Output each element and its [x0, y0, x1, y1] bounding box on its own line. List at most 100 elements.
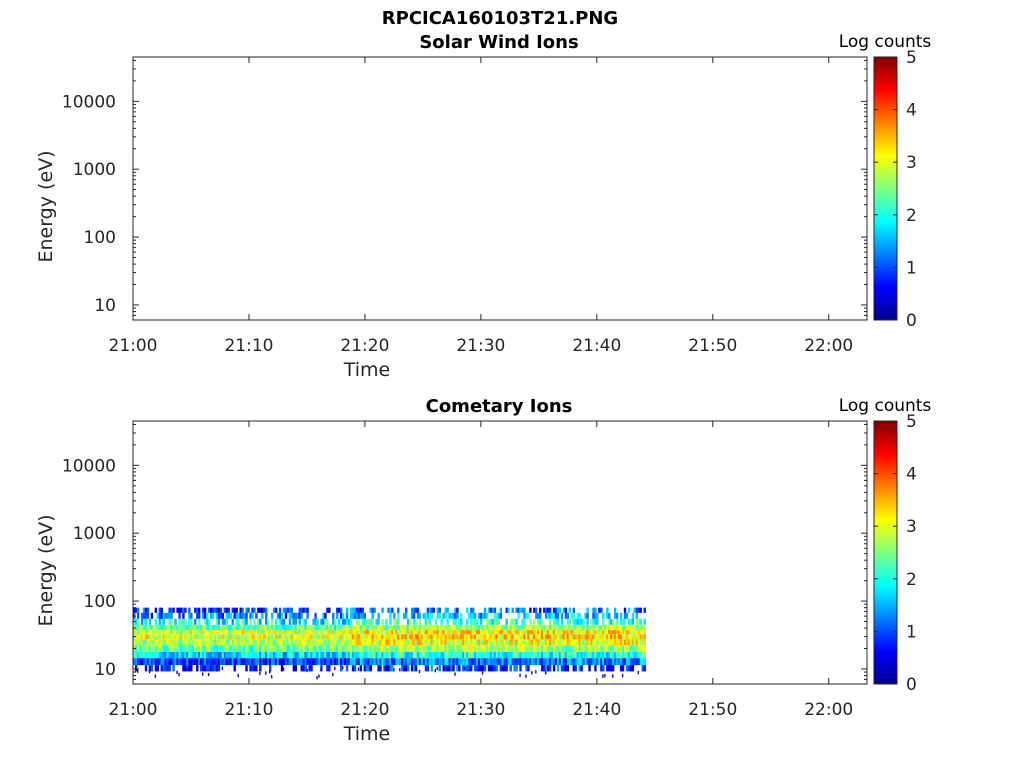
- heatmap-cell: [318, 674, 320, 678]
- heatmap-cell: [383, 624, 386, 631]
- heatmap-cell: [594, 645, 597, 652]
- heatmap-cell: [371, 634, 374, 640]
- heatmap-cell: [265, 634, 268, 640]
- heatmap-cell: [543, 607, 546, 613]
- heatmap-cell: [468, 651, 471, 659]
- heatmap-cell: [491, 624, 495, 631]
- heatmap-cell: [180, 634, 183, 640]
- heatmap-cell: [544, 658, 548, 666]
- heatmap-cell: [629, 651, 633, 659]
- heatmap-cell: [215, 612, 219, 619]
- heatmap-cell: [251, 665, 254, 672]
- heatmap-cell: [631, 612, 635, 619]
- heatmap-cell: [284, 607, 288, 613]
- heatmap-cell: [458, 651, 461, 659]
- heatmap-cell: [531, 651, 534, 659]
- heatmap-cell: [385, 651, 388, 659]
- heatmap-cell: [140, 639, 144, 646]
- heatmap-cell: [320, 658, 323, 666]
- x-tick-label: 21:10: [224, 700, 273, 720]
- heatmap-cell: [412, 634, 416, 640]
- heatmap-cell: [178, 658, 181, 666]
- heatmap-cell: [184, 658, 187, 666]
- heatmap-cell: [541, 630, 544, 635]
- heatmap-cell: [188, 634, 191, 640]
- heatmap-cell: [590, 645, 593, 652]
- heatmap-cell: [517, 607, 520, 613]
- heatmap-cell: [450, 630, 453, 635]
- heatmap-cell: [519, 634, 522, 640]
- heatmap-cell: [635, 639, 639, 646]
- heatmap-cell: [641, 634, 644, 640]
- heatmap-cell: [470, 645, 473, 652]
- heatmap-cell: [150, 665, 154, 672]
- heatmap-cell: [444, 645, 447, 652]
- heatmap-cell: [531, 639, 534, 646]
- heatmap-cell: [259, 607, 262, 613]
- heatmap-cell: [588, 634, 591, 640]
- heatmap-cell: [178, 645, 181, 652]
- heatmap-cell: [511, 624, 514, 631]
- heatmap-cell: [608, 612, 611, 619]
- heatmap-cell: [537, 618, 540, 625]
- heatmap-cell: [501, 658, 504, 666]
- heatmap-cell: [196, 630, 199, 635]
- heatmap-cell: [440, 618, 443, 625]
- heatmap-cell: [170, 645, 173, 652]
- heatmap-cell: [497, 651, 501, 659]
- heatmap-cell: [584, 630, 587, 635]
- heatmap-cell: [535, 639, 538, 646]
- heatmap-cell: [560, 618, 564, 625]
- heatmap-cell: [288, 607, 292, 613]
- heatmap-cell: [472, 639, 475, 646]
- heatmap-cell: [349, 639, 353, 646]
- heatmap-cell: [387, 645, 390, 652]
- heatmap-cell: [207, 630, 211, 635]
- heatmap-cell: [359, 624, 363, 631]
- heatmap-cell: [594, 607, 597, 613]
- heatmap-cell: [133, 607, 136, 613]
- heatmap-cell: [588, 658, 591, 666]
- y-tick-label: 10: [94, 660, 116, 680]
- heatmap-cell: [625, 634, 629, 640]
- heatmap-cell: [558, 624, 562, 631]
- heatmap-cell: [422, 624, 426, 631]
- heatmap-cell: [491, 630, 495, 635]
- heatmap-cell: [142, 651, 146, 659]
- heatmap-cell: [543, 665, 546, 672]
- heatmap-cell: [446, 639, 449, 646]
- heatmap-cell: [140, 612, 144, 619]
- heatmap-cell: [424, 639, 428, 646]
- heatmap-cell: [182, 645, 185, 652]
- heatmap-cell: [401, 634, 404, 640]
- heatmap-cell: [472, 634, 475, 640]
- heatmap-cell: [462, 624, 465, 631]
- heatmap-cell: [477, 639, 481, 646]
- heatmap-cell: [188, 658, 191, 666]
- heatmap-cell: [519, 645, 522, 652]
- heatmap-cell: [144, 630, 148, 635]
- heatmap-cell: [326, 634, 329, 640]
- heatmap-cell: [430, 665, 434, 672]
- heatmap-cell: [503, 624, 506, 631]
- heatmap-cell: [493, 658, 497, 666]
- heatmap-cell: [383, 651, 386, 659]
- heatmap-cell: [623, 658, 627, 666]
- heatmap-cell: [513, 624, 516, 631]
- heatmap-cell: [420, 624, 424, 631]
- heatmap-cell: [637, 670, 640, 675]
- heatmap-cell: [207, 658, 211, 666]
- heatmap-cell: [491, 665, 495, 672]
- colorbar-tick-label: 5: [906, 48, 917, 68]
- heatmap-cell: [249, 651, 252, 659]
- heatmap-cell: [495, 665, 499, 672]
- heatmap-cell: [219, 651, 223, 659]
- heatmap-cell: [379, 665, 382, 672]
- heatmap-cell: [217, 612, 221, 619]
- heatmap-cell: [479, 624, 483, 631]
- heatmap-cell: [223, 624, 227, 631]
- heatmap-cell: [410, 630, 414, 635]
- heatmap-cell: [558, 634, 562, 640]
- heatmap-cell: [604, 639, 607, 646]
- heatmap-cell: [470, 612, 473, 619]
